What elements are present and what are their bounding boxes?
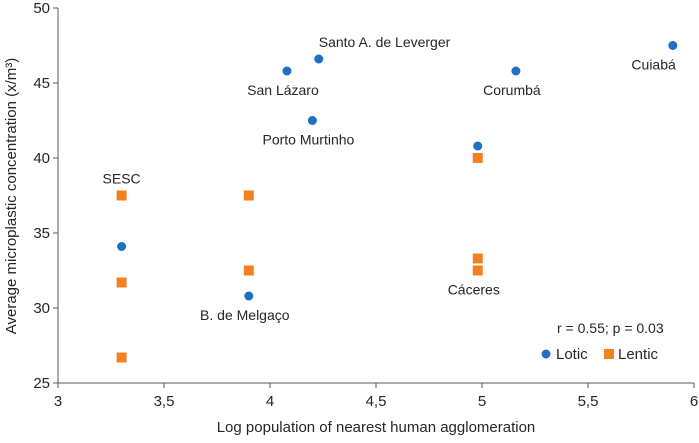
x-tick-label: 3 [54, 393, 62, 410]
point-label: B. de Melgaço [200, 307, 290, 323]
lotic-point [511, 66, 521, 76]
y-axis-title: Average microplastic concentration (x/m³… [3, 58, 20, 335]
lotic-point [307, 116, 317, 125]
x-tick-label: 3,5 [154, 393, 175, 410]
x-axis-title: Log population of nearest human agglomer… [217, 419, 536, 436]
lotic-point [473, 141, 483, 151]
lentic-point [472, 153, 483, 163]
lotic-point [244, 291, 254, 301]
point-label: San Lázaro [247, 82, 319, 98]
y-tick-label: 35 [33, 225, 50, 242]
lentic-point [116, 352, 127, 363]
x-axis-ticks: 3 3,5 4 4,5 5 5,5 6 [54, 383, 698, 410]
x-tick-label: 4 [266, 393, 274, 410]
lentic-point [472, 253, 483, 264]
point-label: Cuiabá [631, 57, 676, 73]
y-tick-label: 30 [33, 300, 50, 317]
y-tick-label: 50 [33, 0, 50, 17]
legend-lotic-label: Lotic [556, 346, 588, 363]
point-labels: SESC B. de Melgaço San Lázaro Porto Murtinh… [103, 34, 676, 323]
lentic-point [116, 277, 127, 288]
x-tick-label: 6 [690, 393, 698, 410]
point-label: SESC [103, 171, 141, 187]
point-label: Porto Murtinho [262, 132, 354, 148]
legend-lotic-marker [541, 349, 551, 359]
lentic-point [243, 190, 254, 201]
legend-lentic-label: Lentic [618, 346, 659, 363]
y-tick-label: 45 [33, 75, 50, 92]
x-tick-label: 5,5 [578, 393, 599, 410]
y-tick-label: 40 [33, 150, 50, 167]
lentic-point [243, 265, 254, 276]
lotic-point [282, 66, 292, 76]
point-label: Santo A. de Leverger [319, 34, 451, 50]
y-axis-ticks: 25 30 35 40 45 50 [33, 0, 58, 392]
point-label: Cáceres [448, 282, 500, 298]
legend: Lotic Lentic [541, 346, 659, 363]
x-tick-label: 4,5 [366, 393, 387, 410]
lotic-point [668, 41, 678, 50]
lentic-point [116, 190, 127, 201]
legend-lentic-marker [604, 349, 614, 359]
data-points [116, 41, 678, 363]
lotic-point [117, 242, 127, 251]
y-tick-label: 25 [33, 375, 50, 392]
point-label: Corumbá [483, 82, 541, 98]
correlation-annotation: r = 0.55; p = 0.03 [557, 320, 664, 336]
x-tick-label: 5 [478, 393, 486, 410]
lentic-point [472, 265, 483, 276]
lotic-point [314, 54, 324, 64]
